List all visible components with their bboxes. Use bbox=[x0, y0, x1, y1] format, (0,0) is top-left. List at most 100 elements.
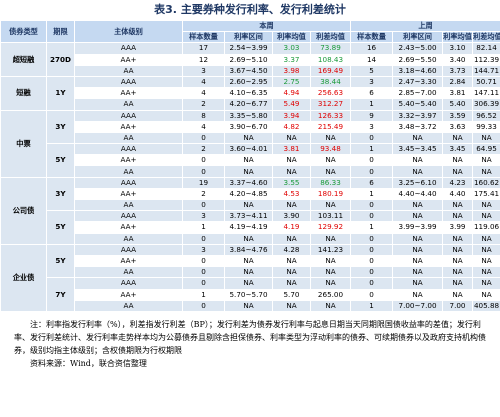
table-row: AA+ 4 3.90~6.70 4.82 215.49 3 3.48~3.72 3.63 99.… bbox=[1, 120, 500, 133]
cell: 4.40~4.40 bbox=[392, 187, 444, 201]
cell: 4.10~6.35 bbox=[224, 87, 273, 100]
cell: 3.10 bbox=[442, 42, 474, 55]
cell: 16 bbox=[350, 42, 394, 55]
cell: 73.89 bbox=[309, 42, 352, 55]
cell: NA bbox=[272, 232, 311, 245]
cell: 3.73~4.11 bbox=[224, 210, 273, 223]
cell: NA bbox=[272, 277, 311, 290]
cell: 2.43~5.00 bbox=[392, 42, 444, 55]
cell: 312.27 bbox=[309, 98, 352, 111]
cell: NA bbox=[442, 131, 474, 145]
cell: NA bbox=[224, 198, 273, 212]
table-row: AA+ 0 NA NA NA 0 NA NA NA bbox=[1, 154, 500, 167]
cell: 4.53 bbox=[272, 187, 311, 201]
cell: 93.48 bbox=[309, 143, 352, 156]
notes: 注：利率指发行利率（%），利差指发行利差（BP）；发行利差为债券发行利率与起息日… bbox=[0, 312, 500, 370]
cell: 3 bbox=[350, 75, 394, 89]
cell: 3.32~3.97 bbox=[392, 109, 444, 122]
cell: 3.98 bbox=[272, 64, 311, 77]
table-row: AA+ 0 NA NA NA 0 NA NA NA bbox=[1, 254, 500, 268]
cell: 3.99~3.99 bbox=[392, 221, 444, 234]
bond-type: 公司债 bbox=[0, 176, 47, 245]
term: 5Y bbox=[46, 243, 75, 279]
cell: NA bbox=[272, 266, 311, 279]
cell: 215.49 bbox=[309, 120, 352, 133]
cell: 1 bbox=[182, 221, 225, 234]
cell: 175.41 bbox=[472, 187, 500, 201]
cell: 3.90 bbox=[272, 210, 311, 223]
cell: NA bbox=[392, 288, 444, 301]
rating: AAA bbox=[74, 210, 183, 223]
cell: 2 bbox=[182, 187, 225, 201]
cell: 3.45 bbox=[442, 143, 474, 156]
column-group-header: 上周 bbox=[350, 19, 500, 33]
cell: 2 bbox=[182, 143, 225, 156]
cell: NA bbox=[224, 154, 273, 167]
source: 资料来源：Wind，联合资信整理 bbox=[30, 358, 147, 368]
cell: NA bbox=[442, 232, 474, 245]
rating: AAA bbox=[74, 277, 183, 290]
cell: 169.49 bbox=[309, 64, 352, 77]
cell: 4 bbox=[182, 75, 225, 89]
rating: AAA bbox=[74, 75, 183, 89]
cell: 3 bbox=[182, 243, 225, 256]
cell: 256.63 bbox=[309, 87, 352, 100]
cell: 5.40~5.40 bbox=[392, 98, 444, 111]
cell: 129.92 bbox=[309, 221, 352, 234]
rating: AA+ bbox=[74, 53, 183, 66]
table-row: AA+ 1 4.19~4.19 4.19 129.92 1 3.99~3.99 3.99 119… bbox=[1, 221, 500, 234]
cell: 2.75 bbox=[272, 75, 311, 89]
cell: NA bbox=[472, 165, 500, 178]
term: 7Y bbox=[46, 277, 75, 312]
cell: NA bbox=[309, 232, 352, 245]
cell: 0 bbox=[182, 131, 225, 145]
rating: AA bbox=[74, 131, 183, 145]
cell: NA bbox=[309, 198, 352, 212]
cell: 38.44 bbox=[309, 75, 352, 89]
cell: 3 bbox=[182, 210, 225, 223]
cell: 5.70~5.70 bbox=[224, 288, 273, 301]
cell: 0 bbox=[182, 266, 225, 279]
cell: 4.28 bbox=[272, 243, 311, 256]
cell: 0 bbox=[350, 277, 394, 290]
cell: NA bbox=[392, 254, 444, 268]
cell: 5 bbox=[350, 64, 394, 77]
cell: 4.94 bbox=[272, 87, 311, 100]
cell: 14 bbox=[350, 53, 394, 66]
cell: NA bbox=[224, 299, 273, 312]
cell: 3.37 bbox=[272, 53, 311, 66]
cell: 3.81 bbox=[272, 143, 311, 156]
cell: NA bbox=[472, 288, 500, 301]
cell: NA bbox=[224, 131, 273, 145]
cell: 5.40 bbox=[442, 98, 474, 111]
cell: 0 bbox=[182, 154, 225, 167]
table-row: AA 0 NA NA NA 0 NA NA NA bbox=[1, 266, 500, 279]
cell: NA bbox=[472, 198, 500, 212]
cell: 3.94 bbox=[272, 109, 311, 122]
rating: AA+ bbox=[74, 87, 183, 100]
bond-type: 短融 bbox=[0, 75, 47, 111]
cell: 3.40 bbox=[442, 53, 474, 66]
table-row: AA 0 NA NA NA 1 7.00~7.00 7.00 405.88 bbox=[1, 299, 500, 312]
cell: NA bbox=[392, 277, 444, 290]
rating: AA bbox=[74, 299, 183, 312]
table-row: AA 0 NA NA NA 0 NA NA NA bbox=[1, 232, 500, 245]
cell: NA bbox=[472, 232, 500, 245]
cell: NA bbox=[309, 165, 352, 178]
cell: 2.69~5.50 bbox=[392, 53, 444, 66]
rating: AA+ bbox=[74, 254, 183, 268]
table-row: 公司债 3Y AAA 19 3.37~4.60 3.55 86.33 6 3.25~6.10 4.… bbox=[0, 176, 500, 245]
rating: AA+ bbox=[74, 288, 183, 301]
cell: 3.18~4.60 bbox=[392, 64, 444, 77]
term: 1Y bbox=[46, 75, 75, 111]
cell: NA bbox=[392, 198, 444, 212]
column-header: 期限 bbox=[46, 19, 75, 44]
cell: 5.70 bbox=[272, 288, 311, 301]
cell: 144.71 bbox=[472, 64, 500, 77]
cell: 0 bbox=[182, 198, 225, 212]
cell: NA bbox=[442, 254, 474, 268]
cell: NA bbox=[224, 266, 273, 279]
cell: 0 bbox=[350, 154, 394, 167]
rating: AA bbox=[74, 198, 183, 212]
cell: 4 bbox=[182, 120, 225, 133]
